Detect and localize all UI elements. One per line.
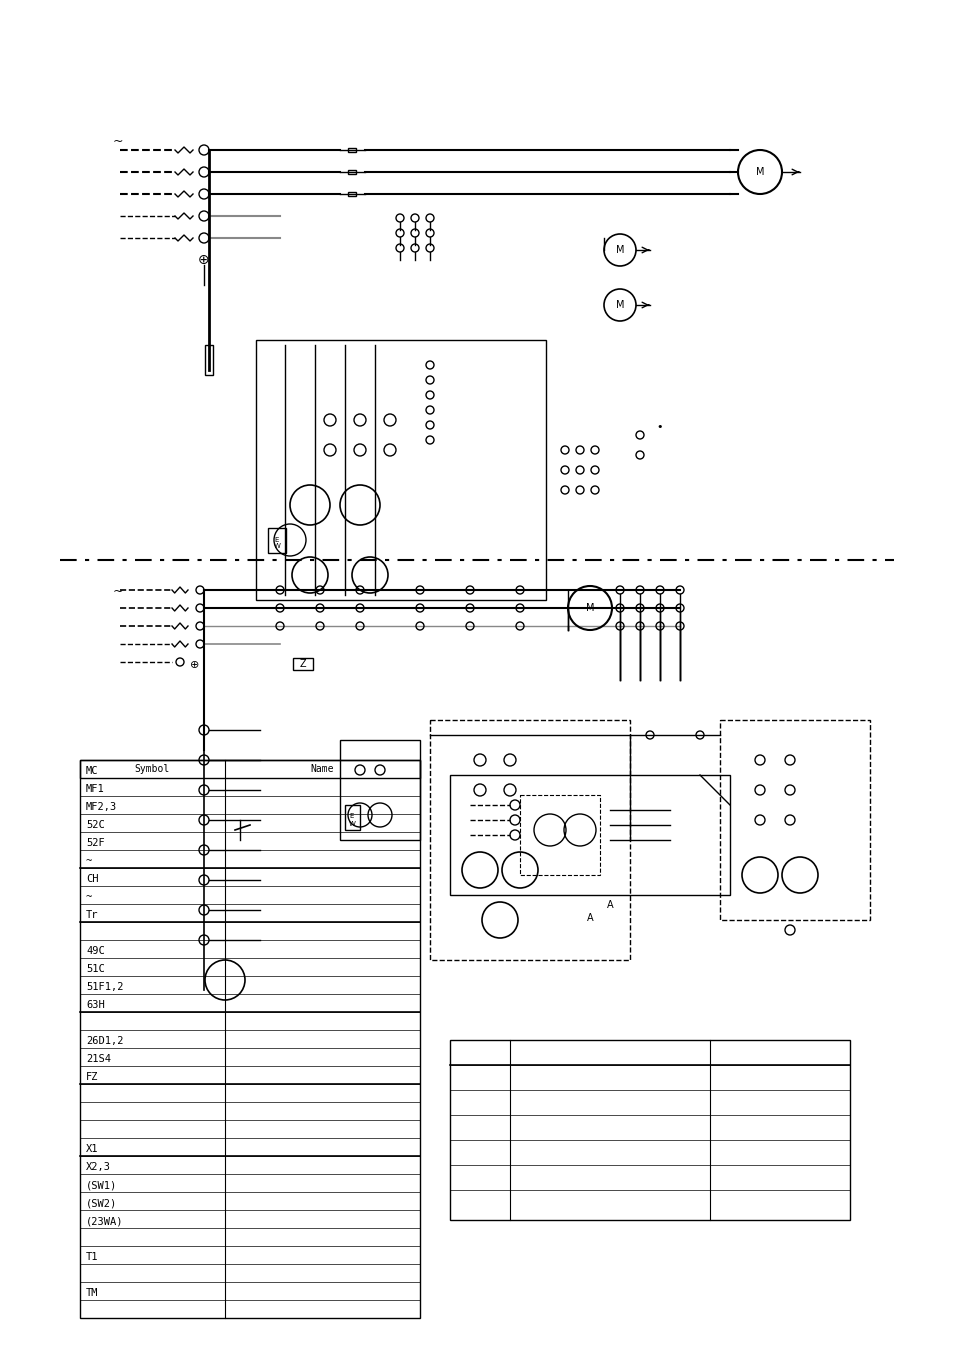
Text: ⊕: ⊕ <box>198 253 210 267</box>
Text: T1: T1 <box>86 1252 98 1262</box>
Bar <box>450 1040 849 1220</box>
Text: MF2,3: MF2,3 <box>86 802 117 812</box>
Bar <box>348 170 356 174</box>
Text: ⊕: ⊕ <box>190 661 199 670</box>
Text: 21S4: 21S4 <box>86 1054 111 1065</box>
Text: Tr: Tr <box>86 911 98 920</box>
Text: ~: ~ <box>112 585 123 598</box>
Text: X1: X1 <box>86 1144 98 1154</box>
Text: 52F: 52F <box>86 838 105 848</box>
Text: (23WA): (23WA) <box>86 1216 123 1225</box>
Text: 51C: 51C <box>86 965 105 974</box>
Text: 63H: 63H <box>86 1000 105 1011</box>
Text: E
W: E W <box>348 813 355 827</box>
Text: (SW1): (SW1) <box>86 1179 117 1190</box>
Text: CH: CH <box>86 874 98 884</box>
Text: E
W: E W <box>274 536 280 550</box>
Bar <box>430 720 629 961</box>
Bar <box>205 345 213 376</box>
Text: Z: Z <box>299 659 306 669</box>
Bar <box>339 740 419 840</box>
Text: ~: ~ <box>112 135 123 149</box>
Text: X2,3: X2,3 <box>86 1162 111 1173</box>
Text: A: A <box>606 900 613 911</box>
Text: 26D1,2: 26D1,2 <box>86 1036 123 1046</box>
Text: TM: TM <box>86 1288 98 1298</box>
Bar <box>293 658 313 670</box>
Bar <box>268 528 286 553</box>
Bar <box>720 720 869 920</box>
Text: ~: ~ <box>86 892 92 902</box>
Text: •: • <box>656 422 662 432</box>
Text: 52C: 52C <box>86 820 105 830</box>
Text: 49C: 49C <box>86 946 105 957</box>
Bar <box>80 761 419 778</box>
Text: Symbol: Symbol <box>134 765 170 774</box>
Text: FZ: FZ <box>86 1071 98 1082</box>
Bar <box>80 761 419 1319</box>
Text: M: M <box>755 168 763 177</box>
Text: M: M <box>615 245 623 255</box>
Text: A: A <box>586 913 593 923</box>
Text: 51F1,2: 51F1,2 <box>86 982 123 992</box>
Bar <box>450 775 729 894</box>
Text: MC: MC <box>86 766 98 775</box>
Text: ~: ~ <box>86 857 92 866</box>
Text: (SW2): (SW2) <box>86 1198 117 1208</box>
Text: Name: Name <box>310 765 334 774</box>
Text: MF1: MF1 <box>86 784 105 794</box>
Bar <box>255 340 545 600</box>
Text: M: M <box>615 300 623 309</box>
Bar <box>348 149 356 153</box>
Text: M: M <box>585 603 594 613</box>
Bar <box>345 805 359 830</box>
Bar <box>519 794 599 875</box>
Bar <box>348 192 356 196</box>
